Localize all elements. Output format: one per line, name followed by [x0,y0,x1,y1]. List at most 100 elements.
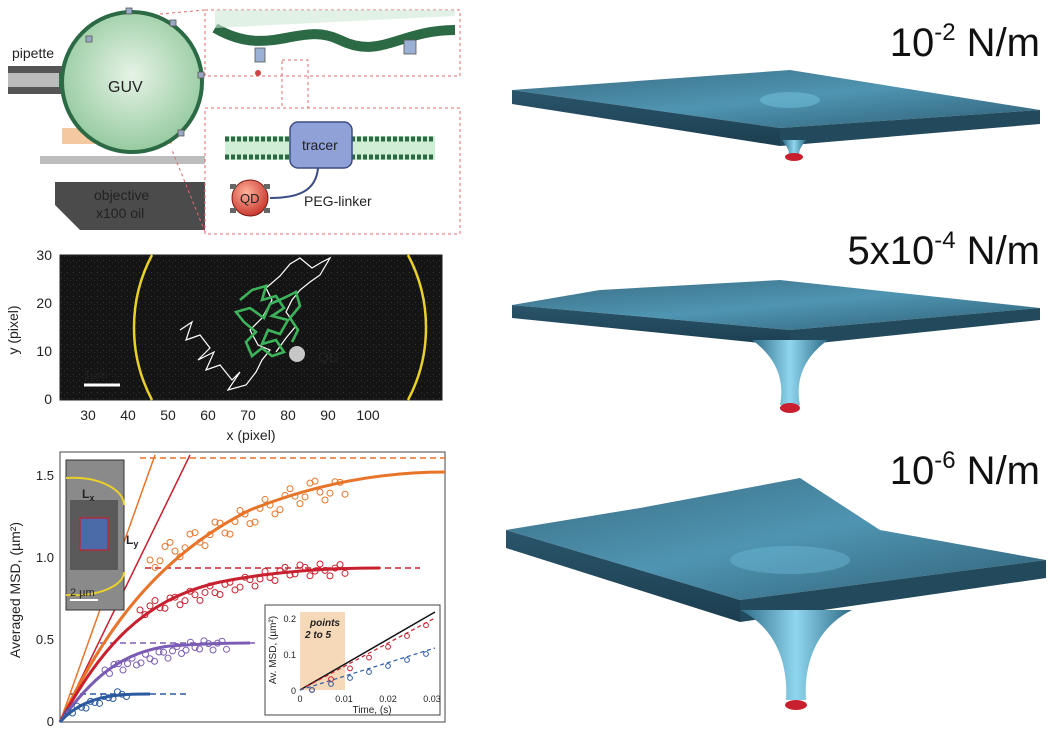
msd-marker [271,577,279,585]
msd-marker [214,639,221,647]
traj-y-ticks: 0 10 20 30 [36,247,52,407]
msd-marker [206,531,214,539]
membrane-2-top [512,280,1040,330]
msd-marker [336,478,344,486]
ly-label: Ly [126,533,138,549]
inset-marker [423,651,429,657]
zoom-membrane [212,23,456,52]
membrane-1-side-left [512,90,780,146]
msd-marker [281,491,289,499]
pipette-lumen [8,73,70,87]
inset-x-tick: 0.02 [379,694,397,704]
quantum-dot [231,179,269,217]
msd-marker [155,648,163,656]
msd-marker [115,660,122,668]
traj-y-label: y (pixel) [5,305,21,354]
traj-x-tick: 90 [320,407,336,423]
traj-x-tick: 30 [80,407,96,423]
msd-marker [296,500,304,508]
msd-marker [109,695,117,703]
msd-marker [246,576,254,584]
msd-marker [96,699,103,707]
inset-marker [385,643,391,650]
inset-line-blue [299,647,436,691]
msd-marker [256,575,264,583]
inset-marker [347,665,353,672]
msd-y-tick: 1.0 [36,550,54,565]
msd-marker [64,708,72,716]
msd-marker [331,478,339,486]
pipette-label: pipette [12,45,54,61]
inset-line-red [299,617,436,691]
msd-marker [128,654,136,662]
msd-marker [119,666,127,674]
msd-marker [133,661,140,669]
tether-2 [752,340,828,405]
msd-marker [191,529,199,537]
msd-marker [151,657,158,665]
msd-marker [311,477,319,485]
inset-marker [347,675,353,681]
membrane-3-side-left [506,530,740,622]
trajectory-green [233,284,302,359]
msd-marker [205,640,212,648]
inset-x-tick: 0.01 [335,694,353,704]
traj-y-tick: 0 [44,391,52,407]
msd-y-tick: 0 [47,714,54,729]
msd-marker [206,582,214,590]
qd-spot [289,346,305,362]
tether-1 [782,140,806,156]
msd-panel: 0 0.5 1.0 1.5 Averaged MSD, (µm²) 2 µm Lx L… [7,451,446,729]
msd-marker [124,660,131,668]
msd-marker [321,566,329,574]
traj-x-ticks: 30 40 50 60 70 80 90 100 [80,407,380,423]
objective-label-2: x100 oil [96,205,144,221]
zoom-qd [255,70,261,76]
traj-y-tick: 10 [36,343,52,359]
msd-marker [182,646,190,654]
msd-marker [201,542,209,550]
inset-x-tick: 0 [297,694,302,704]
msd-marker [316,560,324,568]
msd-marker [101,666,109,674]
msd-marker [276,567,284,575]
objective-lens [55,182,205,230]
traj-y-tick: 30 [36,247,52,263]
msd-marker [181,597,189,605]
msd-marker [187,638,194,646]
msd-marker [169,647,176,655]
inset-marker [328,681,334,687]
msd-marker [105,694,112,702]
msd-marker [326,572,334,580]
msd-inset-image: 2 µm Lx Ly [65,459,138,611]
msd-marker [256,504,264,512]
msd-marker [69,709,76,717]
msd-marker [236,583,244,591]
bead-3 [785,700,807,710]
trajectory-panel: QD 1µm 0 10 20 30 30 40 50 60 70 80 90 100 y (pixe… [5,247,443,443]
inset-x-tick: 0.03 [423,694,441,704]
msd-marker [291,570,299,578]
msd-marker [326,489,334,497]
msd-data-markers [64,477,349,717]
inset-scale-label: 2 µm [70,587,95,599]
msd-marker [211,518,219,526]
msd-marker [161,604,169,612]
msd-marker [151,597,159,605]
msd-marker [181,544,189,552]
inset-marker [366,654,372,661]
msd-y-label: Averaged MSD, (µm²) [7,522,23,658]
msd-marker [246,520,254,528]
schematic-panel: pipette GUV objective x100 oil [8,7,461,235]
tether-3 [740,610,852,700]
msd-marker [218,637,226,645]
membrane-1-side-right [780,110,1040,146]
msd-marker [216,519,224,527]
msd-marker [87,697,94,705]
traj-x-tick: 80 [280,407,296,423]
msd-marker [100,693,108,701]
msd-marker [166,538,174,546]
msd-marker [301,563,309,571]
msd-marker [291,492,299,500]
